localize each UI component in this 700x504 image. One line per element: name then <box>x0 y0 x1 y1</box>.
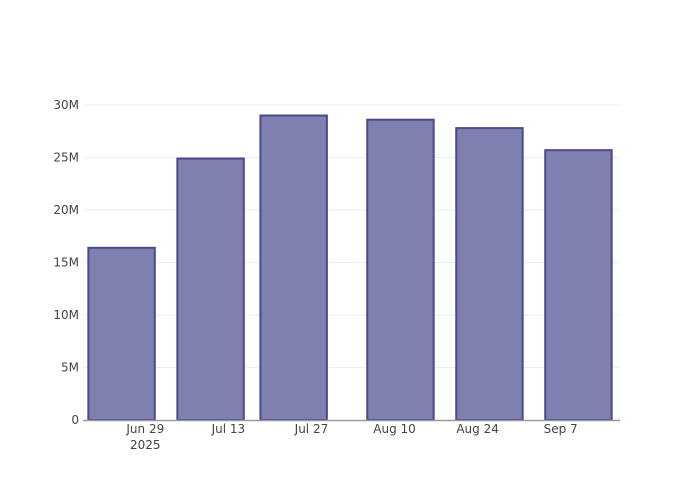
bar[interactable] <box>366 118 435 421</box>
gridlines <box>83 104 620 368</box>
y-tick-label: 30M <box>53 98 79 112</box>
bar[interactable] <box>544 149 613 421</box>
y-tick-label: 20M <box>53 203 79 217</box>
x-tick-label: Aug 24 <box>456 422 499 436</box>
x-tick-year-label: 2025 <box>130 438 161 452</box>
y-tick-label: 0 <box>71 413 79 427</box>
x-tick-label: Jun 29 <box>125 422 164 436</box>
y-tick-label: 25M <box>53 151 79 165</box>
bar[interactable] <box>176 157 245 422</box>
bar[interactable] <box>259 114 328 421</box>
x-tick-label: Sep 7 <box>544 422 578 436</box>
y-tick-label: 15M <box>53 256 79 270</box>
x-axis-ticks: Jun 29 2025 Jul 13 Jul 27 Aug 10 Aug 24 Sep 7 <box>125 422 577 452</box>
x-tick-label: Jul 13 <box>211 422 246 436</box>
x-tick-label: Aug 10 <box>373 422 416 436</box>
y-axis-ticks: 0 5M 10M 15M 20M 25M 30M <box>53 98 79 427</box>
y-tick-label: 5M <box>61 361 79 375</box>
bar[interactable] <box>87 246 156 421</box>
y-tick-label: 10M <box>53 308 79 322</box>
x-tick-label: Jul 27 <box>294 422 329 436</box>
bar[interactable] <box>455 127 524 421</box>
bars <box>87 114 613 422</box>
